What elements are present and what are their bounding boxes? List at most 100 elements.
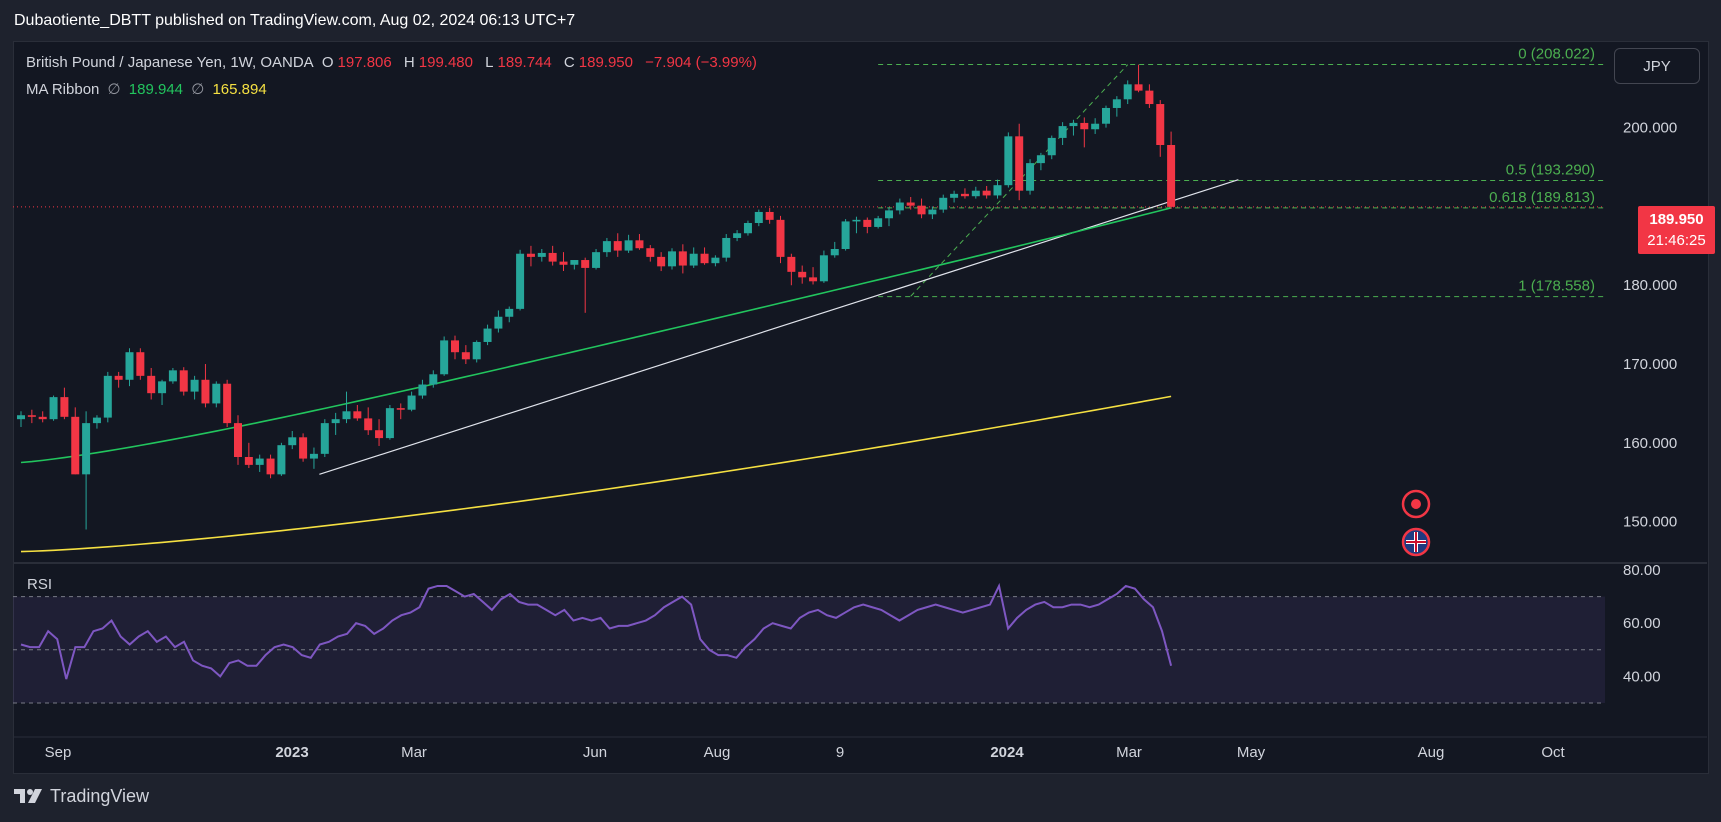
- ma-fast-line: [20, 207, 1172, 464]
- candle-body: [440, 340, 449, 375]
- candle-body: [505, 308, 514, 317]
- time-tick-label: 2023: [275, 744, 308, 761]
- candle-body: [1112, 99, 1121, 108]
- candle-body: [1102, 107, 1110, 124]
- candle-body: [168, 370, 177, 382]
- rsi-tick-label: 80.00: [1623, 562, 1661, 579]
- candle-body: [114, 375, 123, 380]
- low-value: 189.744: [497, 54, 552, 71]
- last-price-tag: 189.950 21:46:25: [1638, 206, 1715, 254]
- candle-body: [299, 437, 308, 459]
- candle-body: [82, 423, 91, 475]
- candle-body: [190, 379, 199, 392]
- candle-body: [331, 419, 340, 424]
- candle-body: [158, 381, 167, 394]
- candle-body: [147, 375, 156, 394]
- candle-body: [255, 458, 264, 465]
- candle-body: [700, 253, 709, 264]
- candle-body: [223, 383, 232, 424]
- candle-body: [895, 202, 904, 211]
- candle-body: [733, 233, 742, 238]
- candle-body: [581, 260, 590, 268]
- price-tick-label: 150.000: [1623, 514, 1677, 531]
- candle-body: [516, 253, 525, 309]
- ma-ribbon-legend: MA Ribbon ∅ 189.944 ∅ 165.894: [26, 80, 271, 98]
- currency-button[interactable]: JPY: [1614, 48, 1700, 84]
- candle-body: [830, 249, 839, 256]
- candle-body: [559, 261, 568, 265]
- time-tick-label: Oct: [1541, 744, 1565, 761]
- candle-body: [613, 241, 622, 251]
- candle-body: [1091, 123, 1100, 130]
- candle-body: [266, 458, 275, 475]
- candle-body: [364, 418, 373, 431]
- candle-body: [1036, 155, 1045, 164]
- candle-body: [711, 257, 720, 264]
- candle-body: [277, 445, 286, 475]
- candle-body: [689, 253, 698, 266]
- time-tick-label: 9: [836, 744, 844, 761]
- candle-body: [993, 185, 1002, 196]
- candle-body: [472, 341, 481, 360]
- time-tick-label: May: [1237, 744, 1266, 761]
- ma-slow-line: [20, 395, 1172, 553]
- symbol-legend: British Pound / Japanese Yen, 1W, OANDA …: [26, 54, 761, 71]
- candle-body: [1026, 163, 1035, 191]
- last-price: 189.950: [1649, 211, 1704, 228]
- candle-body: [1069, 122, 1078, 127]
- candle-body: [429, 374, 438, 385]
- open-value: 197.806: [337, 54, 392, 71]
- candle-body: [971, 190, 980, 197]
- ma-fast-value: 189.944: [128, 81, 184, 98]
- candle-body: [646, 248, 655, 257]
- candle-body: [125, 352, 134, 380]
- symbol-name: British Pound / Japanese Yen, 1W, OANDA: [26, 54, 314, 71]
- candle-body: [92, 417, 101, 424]
- rsi-tick-label: 60.00: [1623, 615, 1661, 632]
- candle-body: [201, 379, 210, 404]
- candle-body: [819, 255, 828, 282]
- candle-body: [396, 408, 405, 410]
- candle-body: [548, 252, 557, 262]
- candle-body: [863, 219, 872, 227]
- open-label: O: [321, 54, 334, 71]
- candle-body: [234, 423, 242, 457]
- candle-body: [657, 256, 666, 267]
- candle-body: [765, 211, 774, 220]
- tradingview-logo-icon: [14, 789, 42, 803]
- economic-event-dot-icon: [1411, 499, 1421, 509]
- publisher-header: Dubaotiente_DBTT published on TradingVie…: [14, 12, 576, 29]
- time-tick-label: Sep: [45, 744, 72, 761]
- fib-level-label: 0.5 (193.290): [1506, 162, 1595, 179]
- candle-body: [1004, 136, 1013, 186]
- candle-body: [309, 453, 318, 459]
- rsi-line: [20, 582, 1173, 680]
- price-tick-label: 180.000: [1623, 277, 1677, 294]
- chart-panel[interactable]: [13, 41, 1709, 774]
- candle-body: [526, 253, 535, 257]
- candle-body: [288, 437, 297, 446]
- bar-countdown: 21:46:25: [1647, 232, 1706, 249]
- candle-body: [917, 205, 926, 215]
- price-tick-label: 170.000: [1623, 356, 1677, 373]
- candle-body: [939, 197, 948, 210]
- low-label: L: [485, 54, 494, 71]
- high-label: H: [403, 54, 415, 71]
- candle-body: [743, 223, 752, 234]
- candle-body: [787, 256, 796, 272]
- fib-level-label: 0 (208.022): [1518, 45, 1595, 62]
- time-tick-label: Aug: [704, 744, 731, 761]
- candle-body: [776, 219, 785, 257]
- candle-body: [451, 340, 459, 353]
- candle-body: [722, 237, 731, 258]
- candle-body: [375, 430, 384, 439]
- candle-body: [852, 219, 861, 222]
- candle-body: [179, 370, 188, 392]
- candle-body: [385, 408, 394, 439]
- candle-body: [960, 193, 969, 197]
- high-value: 199.480: [418, 54, 473, 71]
- rsi-tick-label: 40.00: [1623, 668, 1661, 685]
- ma-slow-value: 165.894: [212, 81, 267, 98]
- candle-body: [1047, 137, 1056, 156]
